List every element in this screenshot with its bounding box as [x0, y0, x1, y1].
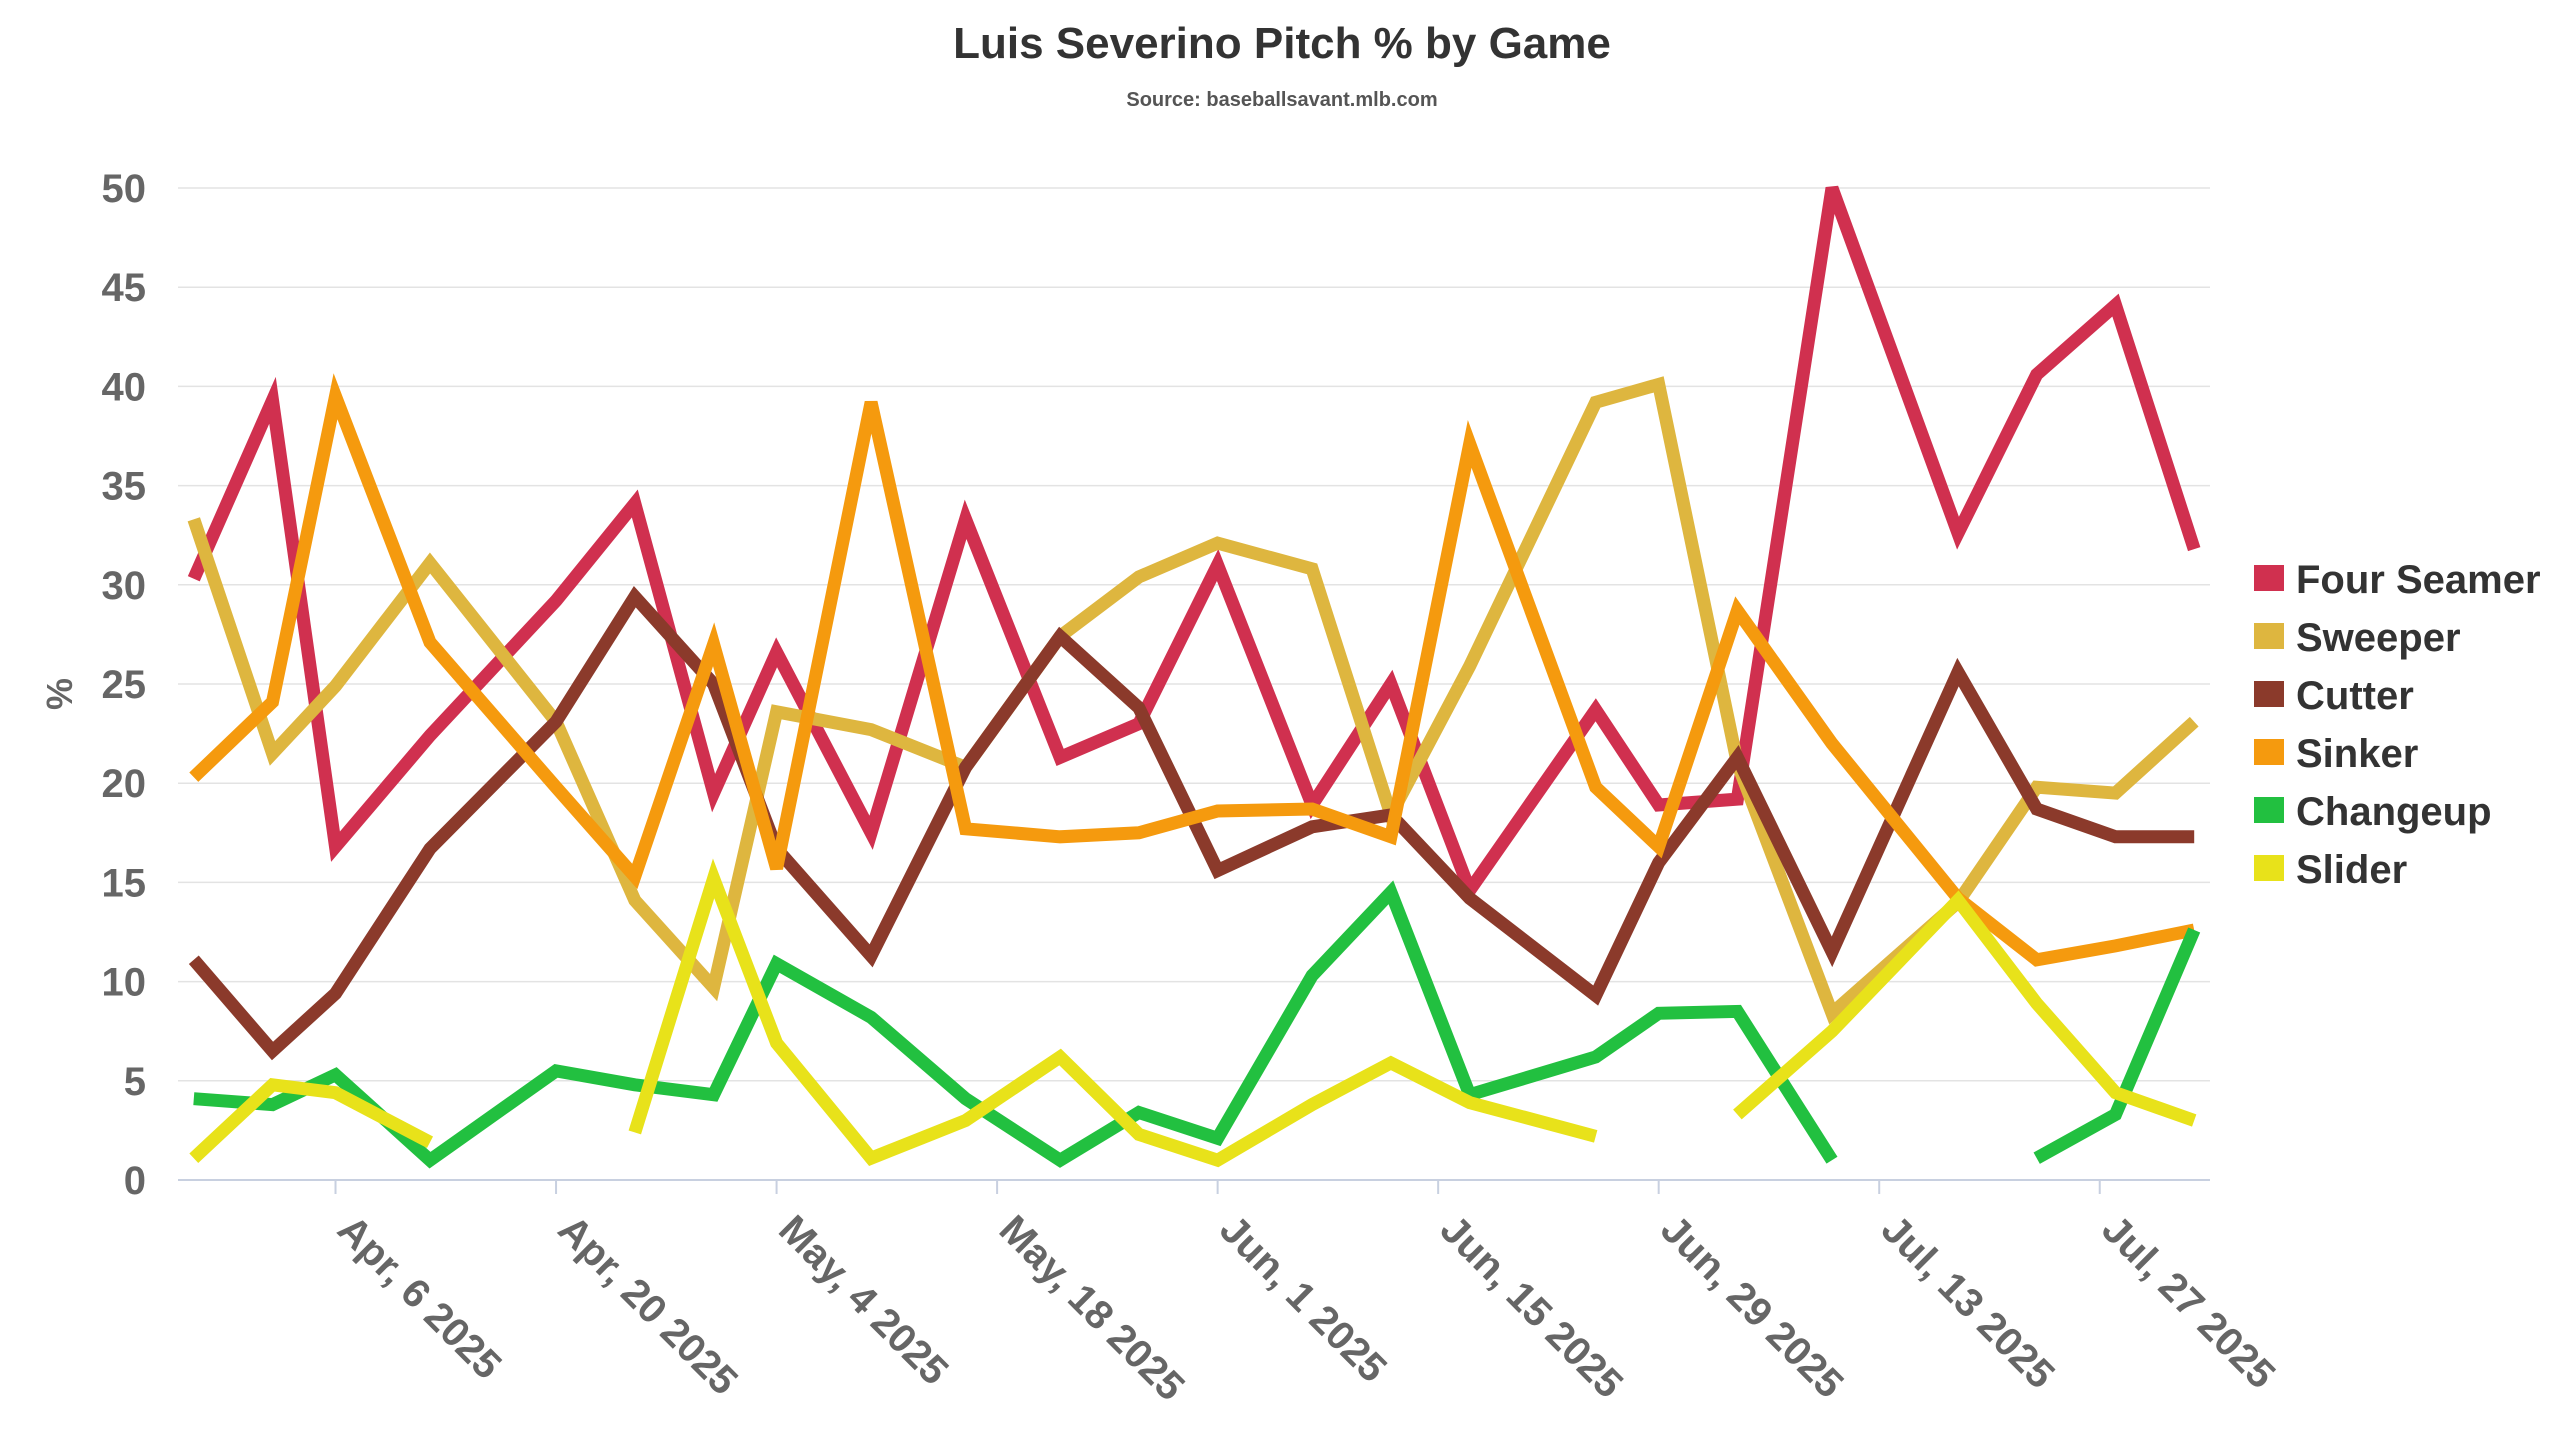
series-line: [189, 1077, 434, 1163]
legend-label[interactable]: Sinker: [2296, 732, 2418, 776]
x-tick-label: Jun, 15 2025: [1432, 1207, 1631, 1406]
series-changeup: [193, 880, 2201, 1169]
x-tick-label: Apr, 20 2025: [550, 1207, 746, 1403]
x-tick-label: Jun, 29 2025: [1652, 1207, 1851, 1406]
chart-title: Luis Severino Pitch % by Game: [953, 19, 1611, 68]
x-tick-label: Apr, 6 2025: [329, 1207, 509, 1387]
series-line: [1733, 890, 2197, 1127]
legend-swatch: [2254, 565, 2284, 591]
x-tick-label: May, 4 2025: [770, 1207, 956, 1393]
y-tick-label: 20: [102, 762, 147, 806]
series-cutter: [188, 585, 2195, 1061]
series-line: [189, 373, 2196, 967]
series-line: [187, 376, 2199, 1025]
series-sweeper: [187, 376, 2199, 1025]
legend-label[interactable]: Changeup: [2296, 790, 2492, 834]
series-slider: [189, 858, 2197, 1168]
series-line: [188, 585, 2195, 1061]
grid-lines: [178, 187, 2210, 1082]
series-four-seamer: [187, 185, 2201, 905]
y-tick-label: 45: [102, 266, 147, 310]
x-tick-label: Jun, 1 2025: [1211, 1207, 1395, 1391]
series-lines: [187, 185, 2201, 1169]
x-tick-label: Jul, 13 2025: [1873, 1207, 2063, 1397]
legend: Four Seamer Sweeper Cutter Sinker Changeup Sl…: [2254, 558, 2541, 892]
x-tick-label: Jul, 27 2025: [2093, 1207, 2283, 1397]
y-tick-label: 35: [102, 465, 147, 509]
legend-label[interactable]: Sweeper: [2296, 616, 2461, 660]
series-line: [2033, 927, 2201, 1164]
series-line: [193, 880, 1838, 1169]
y-tick-label: 0: [124, 1159, 146, 1203]
axes: 0 5 10 15 20 25 30 35 40 45 50 Apr, 6 2025 Apr, 20 2…: [39, 167, 2283, 1409]
y-tick-label: 25: [102, 663, 147, 707]
legend-swatch: [2254, 623, 2284, 649]
legend-swatch: [2254, 797, 2284, 823]
y-tick-label: 50: [102, 167, 147, 211]
y-tick-label: 10: [102, 961, 147, 1005]
legend-label[interactable]: Slider: [2296, 848, 2407, 892]
series-line: [187, 185, 2201, 905]
y-tick-label: 40: [102, 365, 147, 409]
series-line: [628, 858, 1598, 1168]
y-axis-label: %: [39, 678, 80, 710]
x-tick-label: May, 18 2025: [991, 1207, 1193, 1409]
legend-label[interactable]: Four Seamer: [2296, 558, 2541, 602]
chart-subtitle: Source: baseballsavant.mlb.com: [1126, 89, 1437, 111]
legend-swatch: [2254, 739, 2284, 765]
y-tick-label: 5: [124, 1060, 146, 1104]
y-tick-label: 30: [102, 564, 147, 608]
y-tick-label: 15: [102, 861, 147, 905]
legend-swatch: [2254, 855, 2284, 881]
legend-swatch: [2254, 681, 2284, 707]
legend-label[interactable]: Cutter: [2296, 674, 2414, 718]
series-sinker: [189, 373, 2196, 967]
